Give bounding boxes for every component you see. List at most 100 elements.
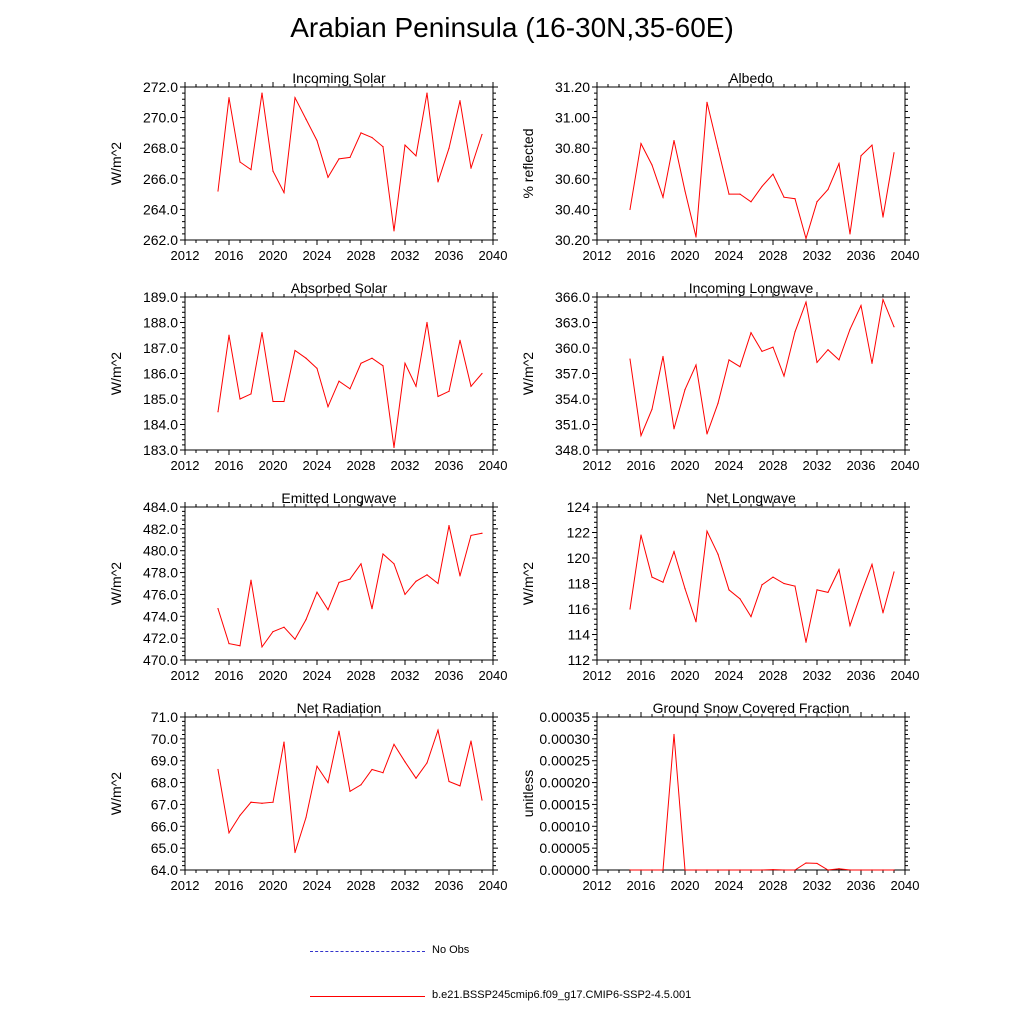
y-tick-label: 366.0 <box>555 289 590 305</box>
data-point <box>481 799 483 801</box>
x-tick-label: 2016 <box>627 668 656 683</box>
y-tick-label: 120 <box>567 550 591 566</box>
data-point <box>272 400 274 403</box>
panel-title: Incoming Longwave <box>689 280 814 296</box>
plot-frame <box>184 296 494 451</box>
data-point <box>706 869 708 871</box>
data-point <box>816 361 818 364</box>
data-point <box>849 233 851 235</box>
x-tick-label: 2032 <box>803 458 832 473</box>
data-point <box>871 144 873 146</box>
data-point <box>827 349 829 351</box>
data-point <box>481 532 483 534</box>
x-tick-label: 2020 <box>259 248 288 263</box>
y-tick-label: 363.0 <box>555 315 590 331</box>
data-point <box>717 553 719 555</box>
panel-title: Ground Snow Covered Fraction <box>653 700 850 716</box>
data-point <box>772 173 774 175</box>
data-point <box>695 621 697 623</box>
data-point <box>382 772 384 774</box>
data-point <box>640 534 642 536</box>
y-tick-label: 272.0 <box>143 79 178 95</box>
data-point <box>849 869 851 871</box>
x-tick-label: 2036 <box>435 878 464 893</box>
y-tick-label: 70.0 <box>151 731 178 747</box>
x-tick-label: 2036 <box>435 668 464 683</box>
data-point <box>860 593 862 595</box>
data-point <box>651 576 653 578</box>
data-point <box>228 643 230 645</box>
data-point <box>640 869 642 871</box>
panel-7: Ground Snow Covered Fraction unitless 2012… <box>520 700 919 893</box>
data-point <box>717 869 719 871</box>
data-point <box>459 785 461 787</box>
panel-2: Absorbed Solar W/m^2 2012 2016 2020 2024 2028 2… <box>108 280 507 473</box>
y-tick-label: 66.0 <box>151 818 178 834</box>
data-point <box>871 362 873 364</box>
y-tick-label: 354.0 <box>555 391 590 407</box>
data-point <box>750 201 752 203</box>
data-point <box>882 298 884 301</box>
data-point <box>448 390 450 392</box>
x-tick-label: 2024 <box>715 248 744 263</box>
x-tick-label: 2036 <box>847 458 876 473</box>
data-point <box>794 585 796 587</box>
data-point <box>816 862 818 865</box>
y-tick-label: 118 <box>568 576 591 592</box>
data-point <box>382 146 384 148</box>
data-point <box>750 616 752 618</box>
data-point <box>838 162 840 165</box>
x-tick-label: 2024 <box>303 878 332 893</box>
y-tick-label: 30.60 <box>555 171 590 187</box>
x-tick-label: 2024 <box>715 668 744 683</box>
y-tick-label: 30.40 <box>555 201 590 217</box>
data-point <box>371 768 373 771</box>
data-point <box>261 802 263 804</box>
data-point <box>481 372 483 375</box>
data-point <box>772 576 774 578</box>
y-tick-label: 71.0 <box>151 709 178 725</box>
data-point <box>360 132 362 134</box>
y-axis-label: W/m^2 <box>520 562 536 605</box>
data-point <box>805 862 807 864</box>
x-tick-label: 2028 <box>759 248 788 263</box>
data-point <box>783 582 785 585</box>
data-point <box>360 563 362 565</box>
data-point <box>849 328 851 330</box>
x-tick-label: 2020 <box>671 248 700 263</box>
x-tick-label: 2040 <box>891 458 920 473</box>
y-tick-label: 0.00035 <box>539 709 590 725</box>
data-point <box>305 357 307 359</box>
data-point <box>695 236 697 238</box>
plot-frame <box>184 716 494 871</box>
x-tick-label: 2012 <box>583 878 612 893</box>
x-tick-label: 2040 <box>479 878 508 893</box>
data-point <box>470 167 472 169</box>
data-point <box>772 868 774 871</box>
data-point <box>662 196 664 198</box>
y-axis-label: W/m^2 <box>108 142 124 185</box>
data-point <box>470 740 472 742</box>
data-point <box>459 339 461 341</box>
y-tick-label: 262.0 <box>143 232 178 248</box>
data-point <box>349 156 351 158</box>
y-tick-label: 122 <box>567 525 591 541</box>
y-tick-label: 351.0 <box>555 417 590 433</box>
data-point <box>695 364 697 366</box>
data-point <box>239 645 241 647</box>
data-point <box>239 398 241 400</box>
data-point <box>706 530 708 532</box>
data-point <box>404 593 406 596</box>
data-point <box>393 563 395 565</box>
data-point <box>349 790 351 792</box>
data-point <box>327 781 329 784</box>
data-point <box>728 359 730 361</box>
x-tick-label: 2012 <box>171 668 200 683</box>
data-point <box>662 581 664 583</box>
data-point <box>272 630 274 633</box>
series-line <box>217 525 483 649</box>
x-tick-label: 2012 <box>583 248 612 263</box>
data-point <box>651 869 653 871</box>
panel-6: Net Radiation W/m^2 2012 2016 2020 2024 2028 20… <box>108 700 507 893</box>
